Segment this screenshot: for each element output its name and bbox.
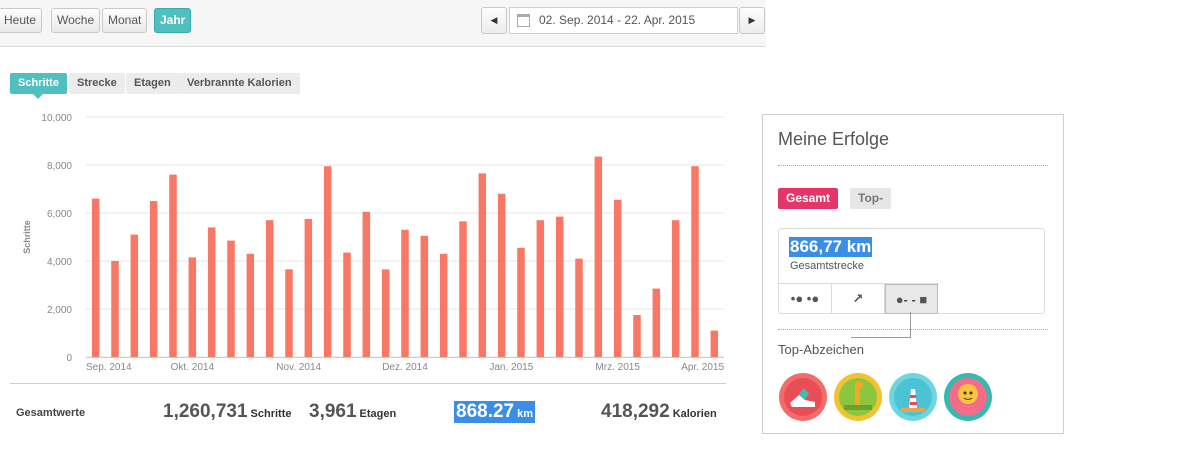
bar [517, 247, 525, 357]
giraffe-badge-icon[interactable] [834, 373, 882, 421]
bar [381, 269, 390, 357]
x-tick-label: Apr. 2015 [681, 362, 724, 373]
stat-value: 866,77 km [789, 237, 873, 257]
x-tick-label: Dez. 2014 [382, 362, 428, 373]
distance-icon[interactable]: ●- - ■ [885, 284, 938, 314]
total-calories-unit: Kalorien [672, 408, 717, 420]
bar [304, 219, 313, 357]
bar [671, 220, 680, 357]
x-tick-label: Jan. 2015 [489, 362, 533, 373]
period-button-week[interactable]: Woche [51, 8, 101, 33]
achievements-panel: Meine Erfolge Gesamt Top- 866,77 km Gesa… [762, 114, 1064, 434]
period-button-month[interactable]: Monat [102, 8, 148, 33]
bar [91, 198, 100, 357]
x-tick-label: Nov. 2014 [276, 362, 321, 373]
bar [343, 252, 351, 357]
bar [497, 193, 506, 357]
bar [536, 220, 545, 357]
period-button-day[interactable]: Heute [0, 8, 43, 33]
y-tick-label: 0 [66, 353, 72, 364]
next-period-button[interactable]: ▶ [739, 7, 765, 34]
bar [149, 201, 158, 357]
bar [323, 166, 332, 357]
achievements-title: Meine Erfolge [778, 129, 890, 149]
total-floors-unit: Etagen [359, 408, 397, 420]
bar [613, 199, 622, 357]
total-floors-value: 3,961 [309, 401, 357, 422]
prev-period-button[interactable]: ◀ [481, 7, 507, 34]
total-steps-unit: Schritte [250, 408, 292, 420]
lighthouse-badge-icon[interactable] [889, 373, 937, 421]
bar [227, 240, 235, 357]
totals-label: Gesamtwerte [16, 407, 86, 419]
period-toolbar: Heute Woche Monat Jahr ◀ 02. Sep. 2014 -… [0, 0, 766, 47]
stairs-icon[interactable]: ↗ [832, 284, 885, 314]
y-tick-label: 10,000 [41, 113, 72, 124]
total-floors: 3,961 Etagen [309, 401, 396, 423]
bar [188, 257, 197, 357]
y-tick-label: 4,000 [47, 257, 72, 268]
total-calories-value: 418,292 [601, 401, 670, 422]
steps-bar-chart: 0 2,000 4,000 6,000 8,000 10,000 Schritte Sep. … [22, 113, 724, 373]
divider [10, 383, 726, 384]
bar [111, 261, 119, 357]
total-distance-unit: km [517, 408, 534, 420]
divider [778, 165, 1048, 166]
bar [459, 221, 467, 357]
tab-floors[interactable]: Etagen [126, 73, 179, 94]
y-tick-label: 6,000 [47, 209, 72, 220]
bar [285, 269, 293, 357]
divider [778, 329, 1048, 330]
stat-type-selector: •● •● ↗ ●- - ■ [779, 283, 939, 314]
badges-title: Top-Abzeichen [778, 342, 864, 357]
stat-label: Gesamtstrecke [790, 260, 864, 272]
x-tick-label: Mrz. 2015 [595, 362, 640, 373]
footsteps-icon[interactable]: •● •● [779, 284, 832, 314]
tab-distance[interactable]: Strecke [69, 73, 125, 94]
bar [555, 216, 564, 357]
balloon-badge-icon[interactable] [944, 373, 992, 421]
tab-top[interactable]: Top- [850, 188, 892, 209]
y-tick-label: 8,000 [47, 161, 72, 172]
bar [401, 229, 409, 357]
bar [652, 288, 661, 357]
bar [246, 253, 255, 357]
date-range-text: 02. Sep. 2014 - 22. Apr. 2015 [539, 13, 696, 27]
x-tick-label: Okt. 2014 [171, 362, 215, 373]
bar [575, 258, 583, 357]
bar [594, 156, 603, 357]
bar [169, 174, 177, 357]
calendar-icon [517, 14, 530, 27]
bar [478, 173, 487, 357]
bar [265, 220, 274, 357]
tab-calories[interactable]: Verbrannte Kalorien [179, 73, 300, 94]
period-button-year[interactable]: Jahr [154, 8, 192, 33]
bar [633, 315, 641, 357]
tab-overall[interactable]: Gesamt [778, 188, 839, 209]
tab-steps[interactable]: Schritte [10, 73, 67, 99]
triangle-right-icon: ▶ [748, 15, 756, 25]
tooltip-pointer [851, 312, 911, 338]
bar [207, 227, 216, 357]
total-steps: 1,260,731 Schritte [163, 401, 292, 423]
bar [420, 235, 429, 357]
total-distance: 868.27 km [454, 401, 536, 423]
triangle-left-icon: ◀ [490, 15, 498, 25]
total-distance-value: 868.27 [456, 401, 515, 422]
x-tick-label: Sep. 2014 [86, 362, 132, 373]
bar [130, 234, 139, 357]
total-steps-value: 1,260,731 [163, 401, 248, 422]
stat-card: 866,77 km Gesamtstrecke •● •● ↗ ●- - ■ [778, 228, 1045, 314]
total-calories: 418,292 Kalorien [601, 401, 717, 423]
y-tick-label: 2,000 [47, 305, 72, 316]
bar [439, 253, 448, 357]
date-range-field[interactable]: 02. Sep. 2014 - 22. Apr. 2015 [509, 7, 738, 34]
bar [710, 330, 719, 357]
bar [691, 166, 699, 357]
sneaker-badge-icon[interactable] [779, 373, 827, 421]
bar [362, 211, 371, 357]
y-axis-label: Schritte [22, 220, 32, 254]
